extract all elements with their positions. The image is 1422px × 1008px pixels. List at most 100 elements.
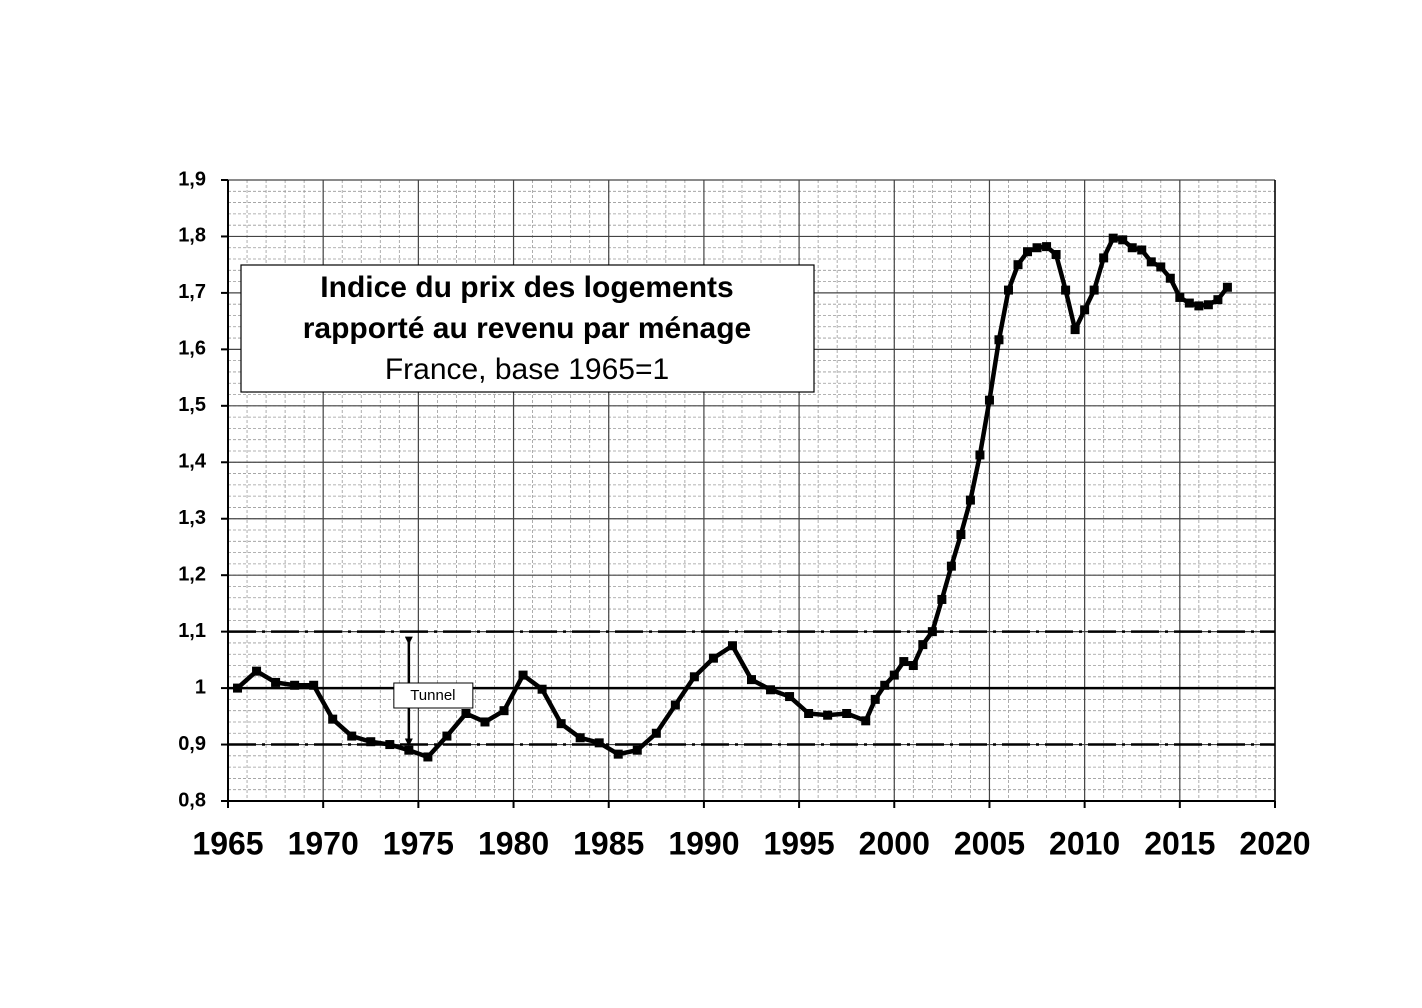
data-point bbox=[804, 708, 814, 718]
data-point bbox=[347, 731, 357, 741]
x-tick-label: 2000 bbox=[859, 825, 930, 861]
data-point bbox=[233, 683, 243, 693]
data-point bbox=[1127, 243, 1137, 253]
data-point bbox=[423, 752, 433, 762]
data-point bbox=[499, 706, 509, 716]
data-point bbox=[689, 672, 699, 682]
data-point bbox=[861, 716, 871, 726]
data-point bbox=[1146, 257, 1156, 267]
y-tick-label: 1,3 bbox=[178, 507, 206, 529]
data-point bbox=[965, 495, 975, 505]
data-point bbox=[1118, 235, 1128, 245]
data-point bbox=[537, 684, 547, 694]
data-point bbox=[1222, 282, 1232, 292]
data-point bbox=[613, 749, 623, 759]
data-point bbox=[651, 728, 661, 738]
data-point bbox=[1070, 325, 1080, 335]
y-tick-label: 1 bbox=[195, 676, 206, 698]
data-point bbox=[1032, 243, 1042, 253]
data-point bbox=[594, 738, 604, 748]
data-point bbox=[727, 641, 737, 651]
data-point bbox=[785, 692, 795, 702]
data-point bbox=[747, 675, 756, 685]
data-point bbox=[994, 335, 1004, 345]
data-point bbox=[1156, 262, 1166, 272]
x-tick-label: 1980 bbox=[478, 825, 549, 861]
data-point bbox=[366, 737, 376, 747]
data-point bbox=[899, 657, 909, 667]
title-box bbox=[240, 264, 815, 393]
x-tick-label: 2015 bbox=[1144, 825, 1215, 861]
data-point bbox=[1213, 295, 1223, 305]
data-point bbox=[290, 680, 300, 690]
y-tick-label: 1,1 bbox=[178, 620, 206, 642]
data-point bbox=[404, 745, 414, 755]
data-point bbox=[252, 666, 262, 676]
y-tick-label: 1,2 bbox=[178, 563, 206, 585]
data-point bbox=[1089, 285, 1099, 295]
data-point bbox=[1003, 285, 1013, 295]
data-point bbox=[975, 450, 985, 460]
data-point bbox=[461, 708, 471, 718]
data-point bbox=[575, 733, 585, 743]
data-point bbox=[480, 717, 490, 727]
data-point bbox=[328, 714, 338, 724]
y-tick-label: 1,9 bbox=[178, 168, 206, 190]
x-tick-label: 1975 bbox=[383, 825, 454, 861]
x-tick-label: 2020 bbox=[1239, 825, 1310, 861]
y-tick-label: 1,4 bbox=[178, 451, 207, 473]
annotation-box bbox=[393, 682, 474, 709]
data-point bbox=[946, 561, 956, 571]
y-tick-label: 1,7 bbox=[178, 281, 206, 303]
data-point bbox=[984, 395, 994, 405]
data-point bbox=[1061, 285, 1071, 295]
x-tick-label: 1990 bbox=[668, 825, 739, 861]
x-tick-label: 1995 bbox=[763, 825, 834, 861]
data-point bbox=[889, 670, 899, 680]
y-tick-label: 0,9 bbox=[178, 733, 206, 755]
data-point bbox=[918, 640, 928, 650]
x-tick-label: 2005 bbox=[954, 825, 1025, 861]
y-tick-label: 1,6 bbox=[178, 338, 206, 360]
data-point bbox=[1099, 253, 1109, 263]
x-tick-label: 1970 bbox=[288, 825, 359, 861]
data-point bbox=[1108, 233, 1118, 243]
data-point bbox=[1203, 300, 1213, 310]
data-point bbox=[1023, 247, 1033, 257]
data-point bbox=[518, 670, 528, 680]
x-tick-label: 1985 bbox=[573, 825, 644, 861]
data-point bbox=[1194, 301, 1204, 311]
x-tick-label: 1965 bbox=[192, 825, 263, 861]
x-tick-label: 2010 bbox=[1049, 825, 1120, 861]
y-tick-label: 1,5 bbox=[178, 394, 206, 416]
data-point bbox=[880, 680, 890, 690]
data-point bbox=[1051, 250, 1061, 260]
data-point bbox=[442, 731, 452, 741]
data-point bbox=[842, 708, 852, 718]
chart-title: Indice du prix des logements bbox=[320, 271, 733, 304]
data-point bbox=[927, 627, 937, 637]
data-point bbox=[823, 710, 833, 720]
data-point bbox=[1042, 242, 1052, 252]
data-point bbox=[766, 685, 776, 695]
data-point bbox=[1013, 260, 1023, 270]
data-point bbox=[1137, 245, 1147, 255]
data-point bbox=[670, 700, 680, 710]
data-point bbox=[908, 661, 918, 671]
chart-subtitle: France, base 1965=1 bbox=[385, 353, 669, 386]
data-point bbox=[385, 740, 395, 750]
data-point bbox=[708, 653, 718, 663]
chart-title: rapporté au revenu par ménage bbox=[303, 312, 751, 345]
data-point bbox=[956, 530, 966, 540]
data-point bbox=[632, 745, 642, 755]
data-point bbox=[309, 680, 319, 690]
data-point bbox=[870, 694, 880, 704]
data-point bbox=[1184, 298, 1194, 308]
data-point bbox=[1175, 292, 1185, 302]
data-point bbox=[556, 719, 566, 729]
y-tick-label: 1,8 bbox=[178, 225, 206, 247]
y-tick-label: 0,8 bbox=[178, 789, 206, 811]
data-point bbox=[1165, 273, 1175, 283]
